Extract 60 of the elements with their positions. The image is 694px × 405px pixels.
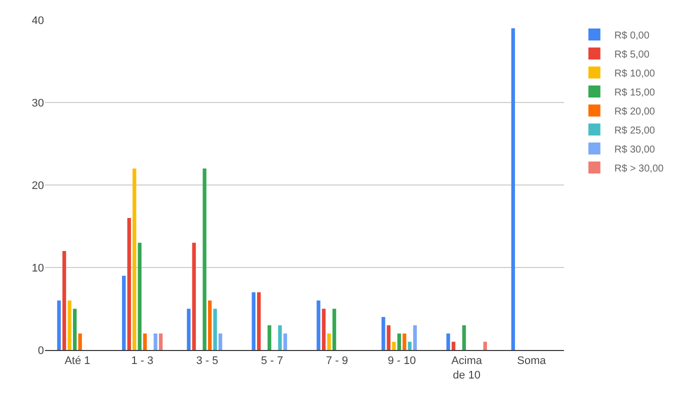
legend-label: R$ 20,00	[614, 106, 656, 118]
bar	[511, 28, 515, 350]
x-tick-label: Até 1	[64, 355, 90, 368]
bar	[483, 342, 487, 350]
bar	[62, 251, 66, 350]
bar	[154, 334, 158, 350]
bar	[392, 342, 396, 350]
x-tick-label: Soma	[517, 355, 547, 368]
bar	[322, 308, 326, 350]
bar	[397, 334, 402, 350]
bar	[452, 342, 456, 350]
bar	[192, 242, 196, 350]
x-tick-label: 5 - 7	[261, 355, 284, 368]
bar	[57, 300, 61, 350]
bar	[138, 242, 142, 350]
bar	[72, 308, 77, 350]
bar	[327, 334, 331, 350]
x-tick-label: Acima de 10	[451, 355, 483, 382]
x-tick-label: 3 - 5	[196, 355, 218, 368]
bar	[208, 300, 212, 350]
bar	[213, 308, 217, 350]
x-tick-label: 9 - 10	[388, 355, 416, 368]
y-tick-label: 30	[32, 97, 44, 110]
bar	[218, 334, 222, 350]
bar	[257, 292, 261, 350]
y-tick-label: 40	[32, 14, 44, 27]
legend-label: R$ 15,00	[614, 87, 656, 98]
bar	[386, 325, 390, 350]
bar	[332, 308, 336, 350]
bar	[132, 168, 136, 350]
bar	[402, 334, 406, 350]
legend-label: R$ 30,00	[614, 144, 656, 156]
bar	[68, 300, 72, 350]
bar	[252, 292, 256, 350]
bar	[462, 325, 466, 350]
bar	[283, 334, 288, 350]
bar	[186, 308, 191, 350]
bar	[408, 342, 412, 350]
y-tick-label: 0	[38, 344, 44, 357]
bar	[127, 218, 131, 350]
bar	[158, 334, 163, 350]
bar	[78, 334, 82, 350]
legend-label: R$ 25,00	[614, 125, 656, 136]
legend-label: R$ 10,00	[614, 68, 656, 80]
bar	[446, 334, 450, 350]
y-tick-label: 10	[32, 262, 44, 274]
bar	[268, 325, 272, 350]
legend-label: R$ 0,00	[614, 30, 650, 42]
bar	[382, 317, 386, 350]
bar	[202, 168, 206, 350]
x-tick-label: 7 - 9	[326, 355, 348, 368]
bar	[143, 334, 147, 350]
bar	[413, 325, 417, 350]
x-tick-label: 1 - 3	[131, 355, 154, 368]
legend-label: R$ 5,00	[614, 49, 650, 60]
bar	[316, 300, 320, 350]
bar	[122, 276, 126, 350]
y-tick-label: 20	[32, 180, 44, 192]
bar	[278, 325, 282, 350]
legend-label: R$ > 30,00	[614, 163, 664, 174]
